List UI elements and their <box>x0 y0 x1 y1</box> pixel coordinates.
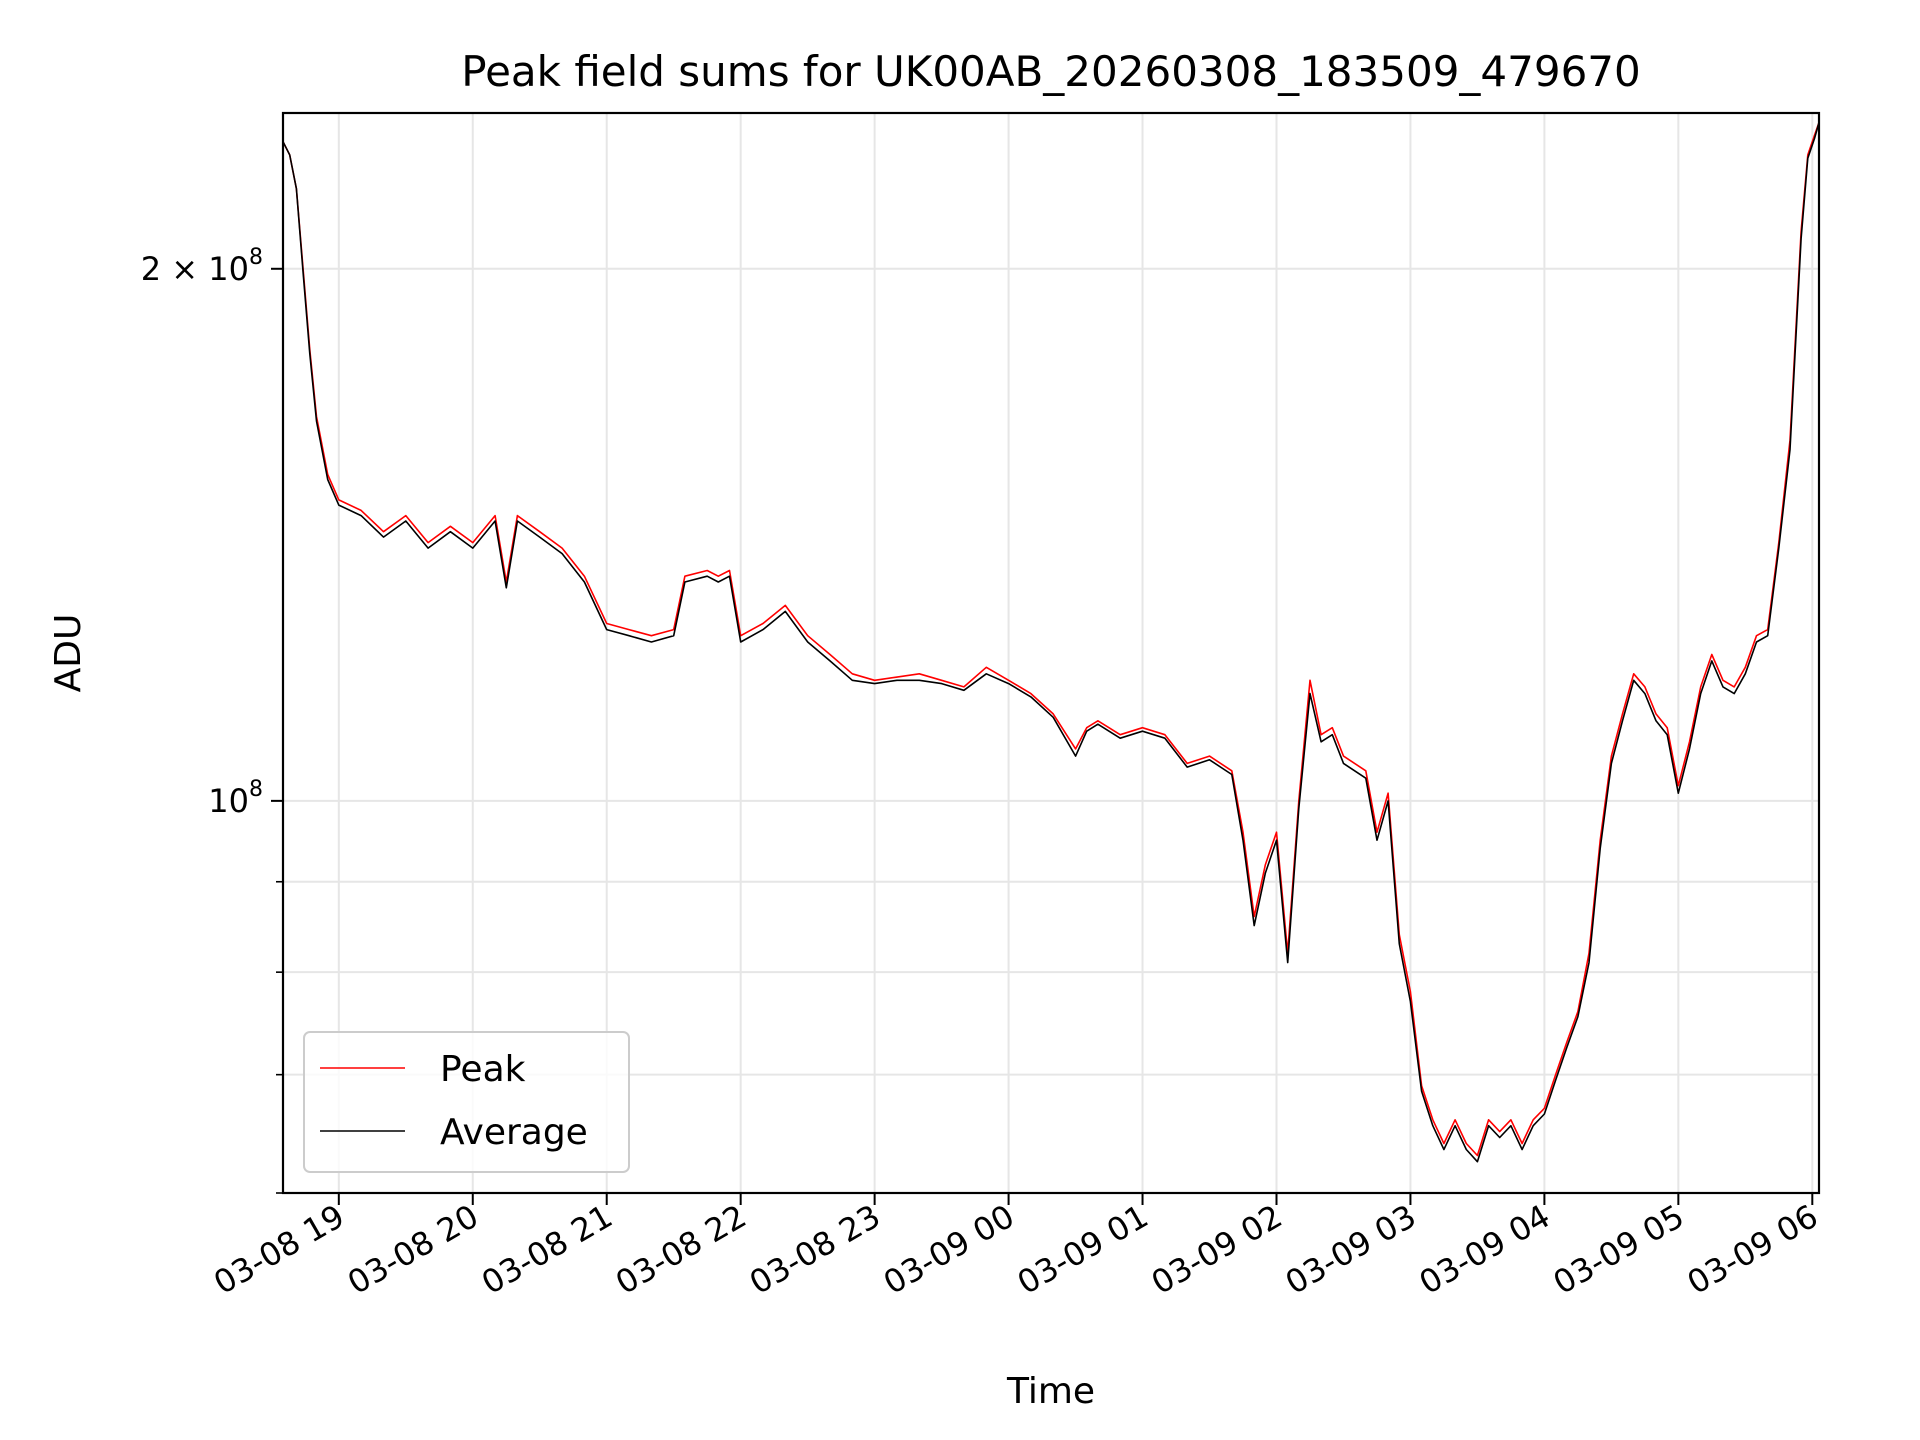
series-line-peak <box>282 122 1820 1157</box>
legend-box <box>303 1031 630 1173</box>
y-tick-label: 108 <box>208 777 263 820</box>
legend: Peak Average <box>303 1031 630 1173</box>
chart-title: Peak field sums for UK00AB_20260308_1835… <box>461 47 1641 96</box>
series-layer <box>282 122 1820 1163</box>
plot-frame <box>281 111 1821 1195</box>
legend-peak-label: Peak <box>440 1049 526 1090</box>
y-tick-label-base: 2 × 10 <box>141 250 249 288</box>
y-tick-label-base: 10 <box>208 782 249 820</box>
y-axis-label: ADU <box>48 614 89 693</box>
x-axis-label: Time <box>1006 1371 1095 1412</box>
y-tick-label-exponent: 8 <box>249 777 263 802</box>
y-tick-label: 2 × 108 <box>141 245 263 288</box>
legend-average-label: Average <box>440 1112 588 1153</box>
y-tick-label-exponent: 8 <box>249 245 263 270</box>
series-line-average <box>282 122 1820 1163</box>
